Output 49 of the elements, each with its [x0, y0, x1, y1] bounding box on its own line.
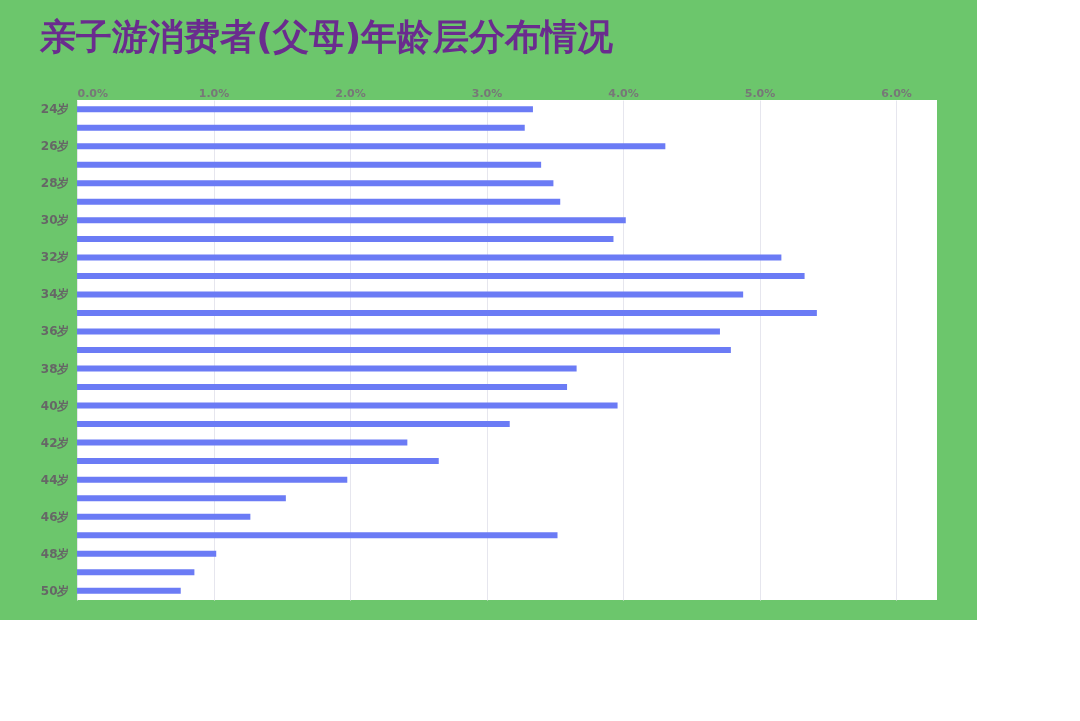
y-tick-label: 34岁 — [40, 287, 70, 302]
x-tick-label: 1.0% — [198, 86, 230, 100]
bar — [77, 328, 720, 335]
y-tick-label: 46岁 — [40, 509, 70, 524]
bar — [77, 106, 533, 113]
chart-title: 亲子游消费者(父母)年龄层分布情况 — [39, 16, 614, 57]
x-tick-label: 5.0% — [744, 86, 776, 100]
bar — [77, 365, 577, 372]
x-tick-label: 4.0% — [608, 86, 639, 100]
y-tick-label: 36岁 — [40, 324, 70, 339]
bar — [77, 291, 744, 298]
bar — [77, 569, 195, 576]
bar — [77, 495, 286, 502]
bar — [77, 254, 782, 261]
y-tick-label: 44岁 — [40, 472, 70, 487]
bar — [77, 550, 217, 557]
x-tick-label: 6.0% — [881, 86, 912, 100]
bar — [77, 272, 805, 279]
bar — [77, 513, 251, 520]
y-tick-label: 38岁 — [40, 361, 70, 376]
bar — [77, 217, 626, 224]
y-tick-label: 30岁 — [40, 213, 70, 228]
y-tick-label: 28岁 — [40, 176, 70, 191]
bar — [77, 235, 614, 242]
bar — [77, 458, 439, 465]
y-tick-label: 24岁 — [40, 102, 70, 117]
bar — [77, 309, 817, 316]
x-tick-label: 0.0% — [77, 86, 109, 100]
bar — [77, 476, 348, 483]
x-tick-label: 3.0% — [471, 86, 503, 100]
bar — [77, 402, 618, 409]
bar — [77, 198, 561, 205]
bar — [77, 421, 510, 428]
y-tick-label: 48岁 — [40, 546, 70, 561]
x-tick-label: 2.0% — [335, 86, 366, 100]
bar — [77, 124, 525, 131]
bar — [77, 143, 666, 150]
bar — [77, 347, 731, 353]
y-tick-label: 40岁 — [40, 398, 70, 413]
y-tick-label: 26岁 — [40, 139, 70, 154]
bar — [77, 384, 568, 391]
bar — [77, 161, 542, 168]
y-tick-label: 50岁 — [40, 583, 70, 598]
bar — [77, 180, 554, 187]
y-tick-label: 42岁 — [40, 435, 70, 450]
bar — [77, 532, 558, 539]
y-tick-label: 32岁 — [40, 250, 70, 265]
bar — [77, 587, 181, 594]
bar — [77, 439, 408, 446]
